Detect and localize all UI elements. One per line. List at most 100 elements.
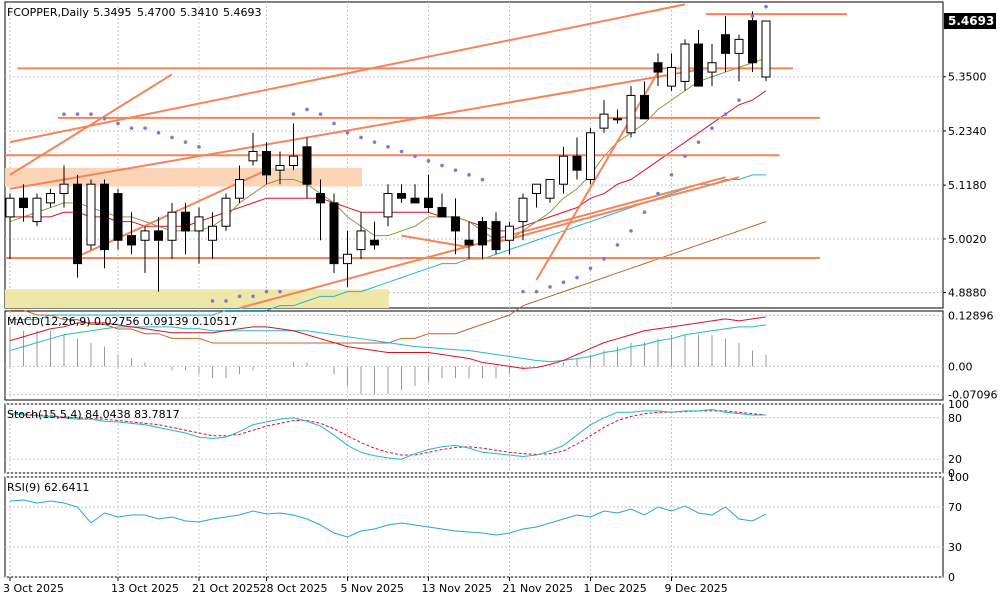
drawn-lines: [5, 3, 847, 309]
bullish-candle-body: [289, 155, 298, 167]
bullish-candle-body: [613, 118, 622, 121]
date-axis-label: 3 Oct 2025: [3, 582, 64, 595]
bullish-candle-body: [248, 150, 258, 162]
psar-dot: [264, 289, 269, 294]
bullish-candle-body: [343, 253, 352, 265]
bullish-candle-body: [761, 20, 771, 78]
bullish-candle-body: [599, 113, 609, 129]
psar-dot: [305, 107, 309, 112]
rsi-line: [9, 499, 767, 538]
candle: [167, 202, 177, 259]
rsi-title: RSI(9) 62.6411: [7, 481, 89, 494]
candle: [113, 188, 123, 250]
bearish-candle-body: [572, 155, 582, 171]
bullish-candle-body: [680, 43, 690, 82]
bearish-candle-body: [370, 239, 379, 246]
candle: [356, 212, 366, 259]
psar-dot: [278, 289, 282, 294]
psar-dot: [696, 140, 701, 144]
bearish-candle-body: [410, 197, 420, 204]
bearish-candle-body: [694, 43, 703, 87]
candle: [248, 132, 258, 166]
candle: [343, 230, 352, 287]
psar-dot: [116, 121, 120, 126]
psar-dot: [764, 4, 768, 9]
candle: [262, 142, 271, 185]
candle: [154, 216, 163, 292]
trend-line: [9, 3, 686, 144]
bearish-candle-body: [640, 94, 649, 120]
bullish-candle-body: [734, 38, 744, 54]
ohlc-open: 5.3495: [93, 6, 132, 19]
price-chart-title: FCOPPER,Daily: [7, 6, 89, 19]
bullish-candle-body: [167, 211, 177, 241]
candle: [667, 53, 676, 91]
candle: [721, 16, 730, 73]
candle: [221, 193, 231, 231]
bearish-candle-body: [748, 20, 757, 64]
date-axis-label: 13 Nov 2025: [422, 582, 492, 595]
psar-dot: [723, 112, 728, 116]
psar-dot: [291, 112, 296, 116]
rsi-panel-frame: [4, 476, 944, 578]
last-price-label: 5.4693: [948, 14, 994, 28]
psar-dot: [440, 163, 444, 168]
psar-dot: [359, 135, 363, 140]
trend-line: [535, 71, 659, 281]
candle: [518, 193, 528, 241]
candle: [491, 212, 501, 255]
stoch-main-line: [9, 409, 766, 460]
macd-signal-line: [9, 324, 767, 363]
candle: [397, 184, 406, 203]
psar-dot: [386, 145, 390, 149]
candle: [410, 184, 420, 204]
psar-dot: [413, 154, 417, 158]
bearish-candle-body: [100, 183, 109, 251]
bullish-candle-body: [545, 179, 555, 199]
psar-dot: [318, 112, 323, 116]
psar-dot: [210, 299, 215, 303]
candle: [235, 165, 244, 203]
candle: [478, 216, 487, 259]
bullish-candle-body: [194, 216, 204, 232]
psar-dot: [453, 168, 458, 172]
bearish-candle-body: [478, 221, 487, 246]
bearish-candle-body: [464, 239, 474, 246]
psar-dot: [534, 289, 539, 294]
date-axis-label: 1 Dec 2025: [584, 582, 647, 595]
psar-dot: [426, 159, 431, 163]
candle: [316, 179, 325, 241]
candle: [640, 81, 649, 120]
psar-dot: [62, 112, 66, 116]
candle: [181, 202, 190, 255]
bearish-candle-body: [154, 230, 163, 241]
trend-line: [495, 176, 740, 244]
psar-dot: [170, 135, 174, 140]
candle: [127, 212, 136, 255]
bearish-candle-body: [721, 34, 730, 54]
psar-dot: [197, 145, 201, 149]
bullish-candle-body: [505, 225, 514, 241]
candle: [707, 44, 717, 87]
psar-dot: [224, 299, 228, 303]
candle: [505, 221, 514, 255]
moving-average-fast: [9, 57, 767, 241]
rsi-axis-label: 70: [948, 501, 962, 514]
candle: [100, 179, 109, 269]
bullish-candle-body: [86, 183, 96, 246]
candle: [613, 109, 622, 124]
bullish-candle-body: [626, 94, 636, 134]
candle: [19, 184, 28, 222]
candle: [208, 212, 217, 259]
stoch-series: [9, 409, 767, 460]
candle: [626, 86, 636, 138]
support-resistance-zone: [5, 289, 389, 308]
ohlc-high: 5.4700: [137, 6, 176, 19]
candle: [464, 221, 474, 259]
psar-dot: [521, 289, 525, 294]
psar-dot: [251, 294, 255, 299]
bullish-candle-body: [383, 193, 393, 218]
axis-labels: 4.8880 5.0020 5.1180 5.2340 5.3500 0.12896 0.0…: [3, 71, 997, 595]
